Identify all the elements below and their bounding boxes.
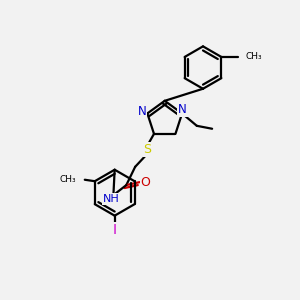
Text: O: O — [140, 176, 150, 189]
Text: N: N — [178, 103, 187, 116]
Text: CH₃: CH₃ — [246, 52, 262, 62]
Text: NH: NH — [103, 194, 120, 204]
Text: N: N — [138, 106, 146, 118]
Text: S: S — [143, 143, 152, 156]
Text: I: I — [113, 223, 117, 237]
Text: CH₃: CH₃ — [59, 175, 76, 184]
